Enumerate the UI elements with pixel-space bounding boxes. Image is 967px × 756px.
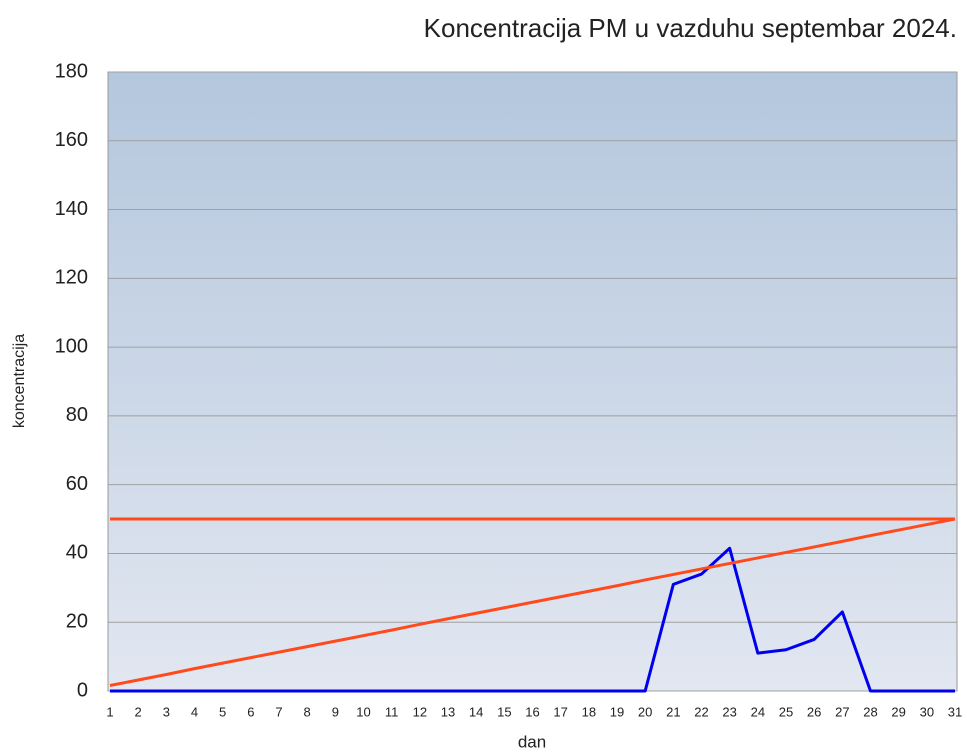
plot-area [107,71,958,692]
y-axis-label: koncentracija [11,334,28,428]
x-tick-label: 25 [779,704,793,719]
x-tick-label: 17 [553,704,567,719]
x-tick-label: 27 [835,704,849,719]
x-tick-label: 12 [413,704,427,719]
y-tick-label: 40 [66,542,88,564]
x-tick-label: 7 [275,704,282,719]
x-tick-label: 8 [304,704,311,719]
x-tick-label: 10 [356,704,370,719]
y-tick-label: 100 [55,335,88,357]
series-line [110,546,955,693]
x-tick-label: 29 [891,704,905,719]
y-tick-label: 140 [55,198,88,220]
x-tick-label: 24 [751,704,765,719]
x-tick-label: 30 [920,704,934,719]
x-tick-label: 15 [497,704,511,719]
x-tick-label: 20 [638,704,652,719]
y-tick-label: 180 [55,60,88,82]
chart-title: Koncentracija PM u vazduhu septembar 202… [424,13,957,43]
x-tick-label: 18 [582,704,596,719]
series-line [109,517,956,687]
x-tick-label: 4 [191,704,198,719]
x-tick-label: 5 [219,704,226,719]
x-tick-label: 21 [666,704,680,719]
y-tick-label: 120 [55,267,88,289]
x-tick-label: 14 [469,704,483,719]
y-tick-label: 80 [66,404,88,426]
y-tick-label: 0 [77,679,88,701]
x-tick-label: 28 [863,704,877,719]
x-tick-label: 13 [441,704,455,719]
x-tick-label: 16 [525,704,539,719]
x-tick-label: 11 [385,704,399,719]
x-tick-label: 9 [332,704,339,719]
x-tick-label: 6 [247,704,254,719]
x-tick-label: 22 [694,704,708,719]
x-tick-label: 1 [106,704,113,719]
x-tick-label: 3 [163,704,170,719]
x-tick-label: 19 [610,704,624,719]
y-tick-label: 160 [55,129,88,151]
x-tick-label: 31 [948,704,962,719]
x-axis-label: dan [518,732,546,751]
y-tick-label: 60 [66,473,88,495]
x-tick-label: 2 [135,704,142,719]
y-tick-label: 20 [66,611,88,633]
x-tick-label: 23 [722,704,736,719]
x-tick-label: 26 [807,704,821,719]
